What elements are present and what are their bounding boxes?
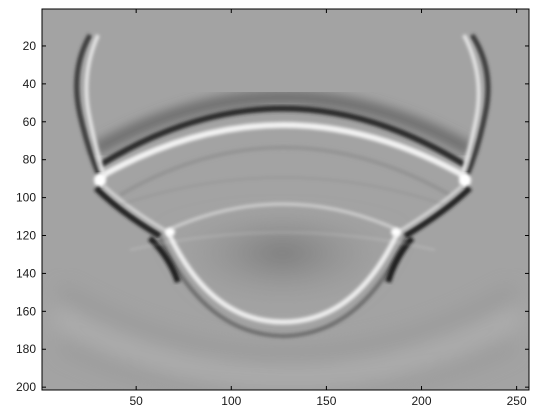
- y-tick-label: 100: [16, 191, 36, 205]
- lens-interior-shade: [165, 216, 400, 322]
- y-tick-label: 180: [16, 342, 36, 356]
- y-tick-label: 40: [23, 77, 37, 91]
- y-tick-label: 120: [16, 229, 36, 243]
- left-diagonal-dark: [93, 185, 162, 239]
- y-tick-label: 160: [16, 304, 36, 318]
- x-tick-label: 250: [507, 394, 527, 408]
- right-horn-dark: [463, 33, 491, 179]
- upper-arc-gray-echo: [118, 145, 451, 197]
- x-tick-label: 100: [221, 394, 241, 408]
- right-lens-tip-highlight: [391, 228, 401, 236]
- y-axis: 20 40 60 80 100 120 140 160 180 200: [16, 39, 529, 394]
- upper-arc-dark-halo: [91, 90, 474, 157]
- right-diagonal-dark: [403, 185, 473, 239]
- texture-line-1: [129, 231, 436, 251]
- y-tick-label: 200: [16, 380, 36, 394]
- y-tick-label: 80: [23, 153, 37, 167]
- left-horn-dark: [74, 33, 103, 179]
- right-horn-bright: [460, 34, 481, 177]
- right-diagonal-bright: [397, 184, 463, 234]
- right-arc-end-highlight: [459, 173, 471, 187]
- lower-band-light-1: [52, 310, 523, 383]
- lens-top-arc: [167, 202, 399, 232]
- x-tick-label: 50: [129, 394, 143, 408]
- lens-bottom-arc-dark: [158, 237, 408, 339]
- left-tip-dark-tail: [147, 235, 181, 283]
- texture-line-2: [119, 176, 446, 206]
- left-lens-tip-highlight: [165, 228, 175, 236]
- lower-band-dark-1: [57, 285, 518, 360]
- x-axis: 50 100 150 200 250: [129, 9, 527, 408]
- plot-image: [42, 9, 529, 390]
- x-tick-label: 150: [316, 394, 336, 408]
- upper-arc-bright: [96, 122, 470, 181]
- y-tick-label: 20: [23, 39, 37, 53]
- left-arc-end-highlight: [94, 173, 106, 187]
- y-tick-label: 140: [16, 266, 36, 280]
- lower-band-dark-2: [57, 340, 518, 390]
- left-diagonal-bright: [102, 184, 169, 234]
- left-horn-bright: [84, 34, 106, 177]
- right-tip-dark-tail: [385, 236, 415, 283]
- upper-arc-dark: [98, 105, 467, 168]
- x-tick-label: 200: [412, 394, 432, 408]
- y-tick-label: 60: [23, 115, 37, 129]
- axes-frame: [41, 8, 530, 391]
- lens-bottom-arc-bright: [165, 230, 401, 325]
